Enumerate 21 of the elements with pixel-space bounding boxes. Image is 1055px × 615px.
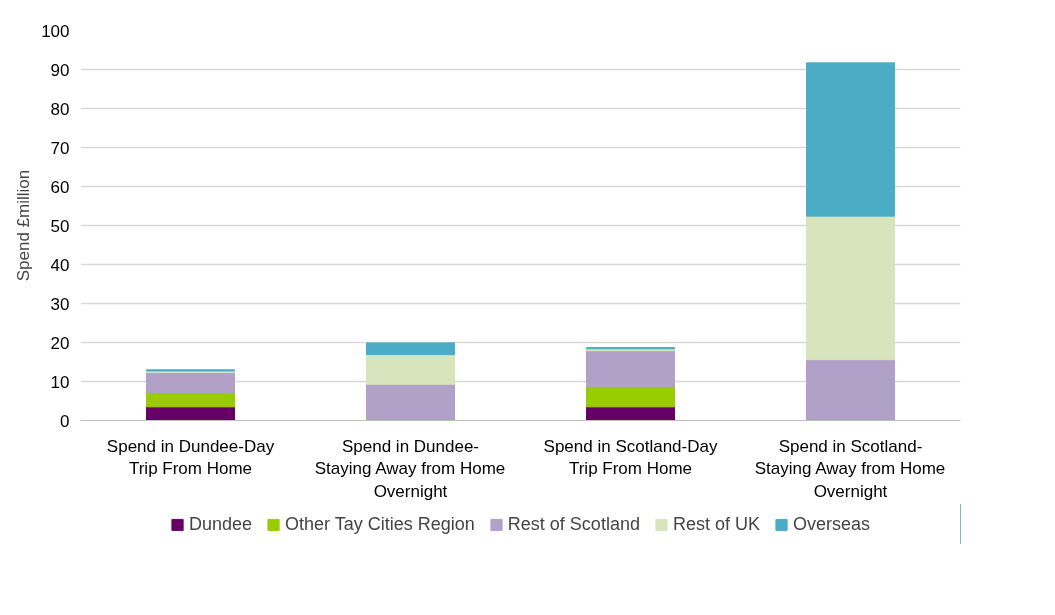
x-tick-label: Spend in Dundee-Day Trip From Home xyxy=(106,436,275,479)
x-tick-label: Spend in Scotland-Staying Away from Home Overnight xyxy=(754,436,946,502)
y-tick-label: 60 xyxy=(50,177,70,197)
y-tick-label: 50 xyxy=(50,216,70,236)
x-tick-label: Spend in Scotland-Day Trip From Home xyxy=(543,436,718,479)
legend-label: Rest of UK xyxy=(672,513,760,535)
legend-label: Rest of Scotland xyxy=(507,513,640,535)
y-tick-label: 20 xyxy=(50,333,70,353)
y-tick-label: 100 xyxy=(41,21,70,41)
y-tick-label: 70 xyxy=(50,138,70,158)
y-tick-label: 0 xyxy=(60,411,70,431)
x-tick-label: Spend in Dundee-Staying Away from Home Overnight xyxy=(314,436,506,502)
y-tick-label: 10 xyxy=(50,372,70,392)
y-tick-label: 40 xyxy=(50,255,70,275)
legend-label: Dundee xyxy=(189,513,253,535)
y-tick-label: 80 xyxy=(50,99,70,119)
y-tick-label: 30 xyxy=(50,294,70,314)
legend-label: Overseas xyxy=(792,513,870,535)
legend-label: Other Tay Cities Region xyxy=(285,513,475,535)
y-axis-title: Spend £million xyxy=(14,169,34,282)
y-tick-label: 90 xyxy=(50,60,70,80)
